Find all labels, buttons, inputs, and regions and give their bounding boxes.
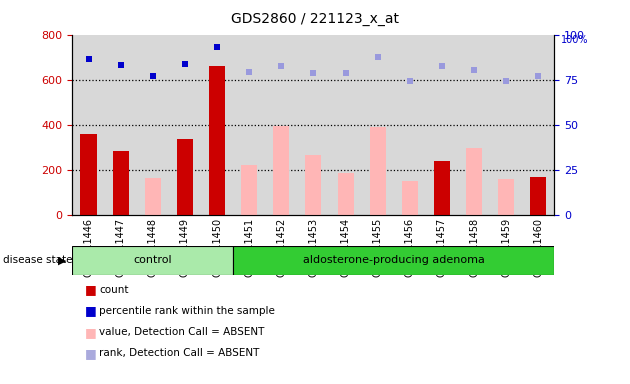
- Bar: [466, 149, 482, 215]
- Text: ■: ■: [85, 283, 97, 296]
- Bar: [434, 161, 450, 215]
- Bar: [72, 246, 233, 275]
- Text: ■: ■: [85, 347, 97, 360]
- Bar: [233, 246, 554, 275]
- Bar: [113, 151, 129, 215]
- Text: GDS2860 / 221123_x_at: GDS2860 / 221123_x_at: [231, 12, 399, 25]
- Bar: [209, 66, 225, 215]
- Y-axis label: 100%: 100%: [0, 383, 1, 384]
- Text: rank, Detection Call = ABSENT: rank, Detection Call = ABSENT: [99, 348, 260, 358]
- Text: percentile rank within the sample: percentile rank within the sample: [99, 306, 275, 316]
- Text: 100%: 100%: [561, 35, 588, 45]
- Bar: [370, 127, 386, 215]
- Text: ■: ■: [85, 305, 97, 318]
- Text: control: control: [134, 255, 172, 265]
- Bar: [530, 177, 546, 215]
- Text: count: count: [99, 285, 129, 295]
- Text: ■: ■: [85, 326, 97, 339]
- Bar: [338, 173, 353, 215]
- Bar: [241, 166, 257, 215]
- Bar: [81, 134, 96, 215]
- Bar: [498, 179, 514, 215]
- Text: value, Detection Call = ABSENT: value, Detection Call = ABSENT: [99, 327, 264, 337]
- Bar: [402, 181, 418, 215]
- Bar: [273, 126, 289, 215]
- Bar: [306, 155, 321, 215]
- Text: ▶: ▶: [58, 255, 66, 265]
- Text: aldosterone-producing adenoma: aldosterone-producing adenoma: [303, 255, 484, 265]
- Text: disease state: disease state: [3, 255, 72, 265]
- Bar: [145, 178, 161, 215]
- Bar: [177, 139, 193, 215]
